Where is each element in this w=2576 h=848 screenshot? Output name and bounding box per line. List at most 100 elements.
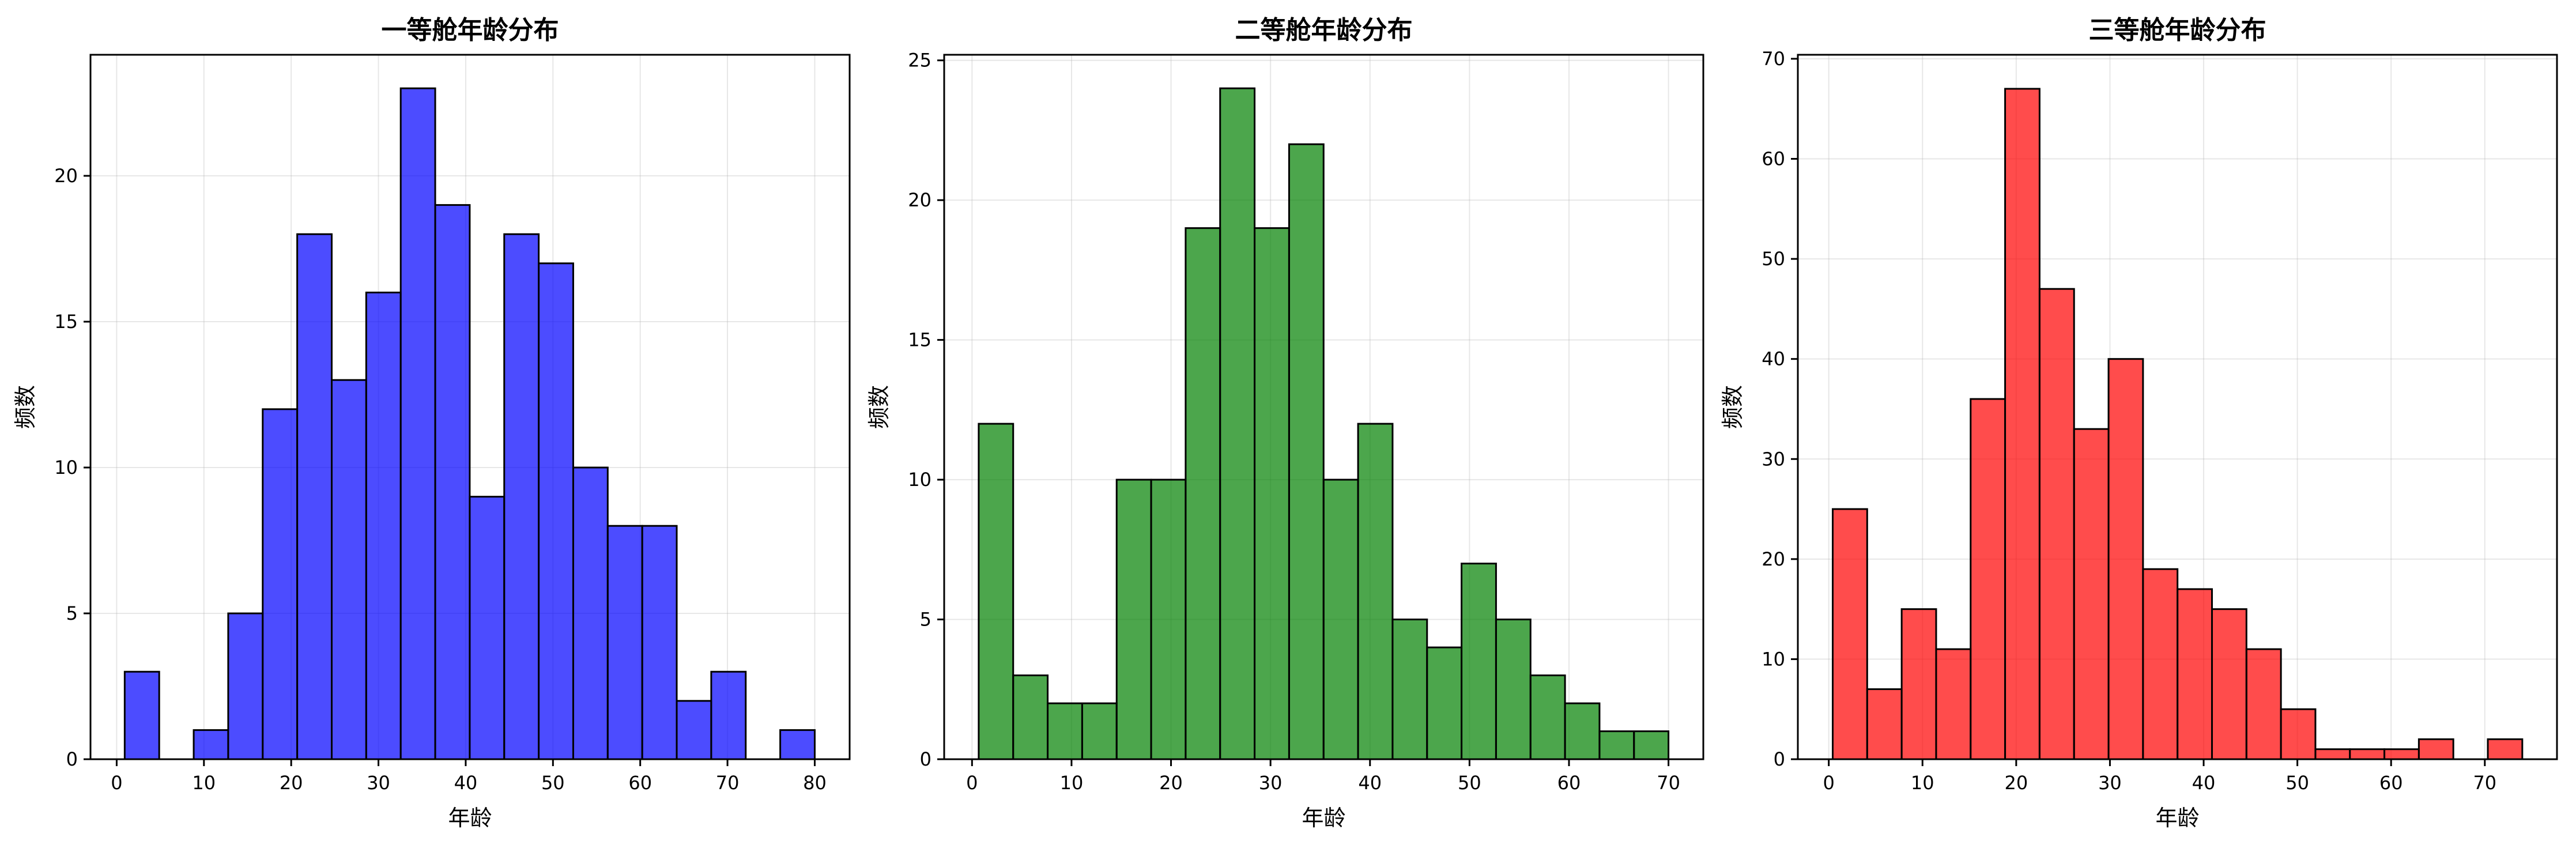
y-tick-label: 20 xyxy=(54,165,78,187)
histogram-bar xyxy=(1564,702,1601,760)
x-axis-label: 年龄 xyxy=(2155,805,2199,831)
x-tick-label: 60 xyxy=(628,772,652,794)
x-tick-label: 60 xyxy=(1557,772,1581,794)
x-tick-label: 40 xyxy=(2192,772,2216,794)
histogram-bar xyxy=(503,233,540,760)
histogram-bar xyxy=(330,379,367,760)
y-tick-label: 20 xyxy=(908,189,931,211)
histogram-bar xyxy=(1970,398,2007,760)
histogram-bar xyxy=(1081,702,1118,760)
histogram-bar xyxy=(1831,508,1868,760)
x-tick-label: 40 xyxy=(1358,772,1382,794)
x-tick-label: 10 xyxy=(192,772,216,794)
y-tick-label: 20 xyxy=(1762,548,1785,570)
histogram-bar xyxy=(434,204,471,760)
histogram-bar xyxy=(2314,748,2351,760)
histogram-bar xyxy=(1219,87,1256,760)
histogram-bar xyxy=(262,408,299,760)
x-tick-label: 20 xyxy=(280,772,303,794)
x-tick-label: 80 xyxy=(803,772,827,794)
histogram-bar xyxy=(2177,588,2213,760)
histogram-bar xyxy=(2107,358,2144,760)
histogram-bar xyxy=(1598,730,1635,760)
x-tick-label: 30 xyxy=(2098,772,2122,794)
x-tick-label: 0 xyxy=(1823,772,1834,794)
histogram-bar xyxy=(2349,748,2386,760)
histogram-bar xyxy=(1047,702,1083,760)
x-axis-label: 年龄 xyxy=(1302,805,1345,831)
axes-frame xyxy=(943,54,1704,760)
x-tick-label: 70 xyxy=(2473,772,2496,794)
x-tick-label: 50 xyxy=(541,772,565,794)
histogram-bar xyxy=(1254,227,1290,760)
histogram-bar xyxy=(1495,619,1532,760)
y-axis-label: 频数 xyxy=(866,385,892,429)
histogram-bar xyxy=(2073,428,2110,760)
histogram-bar xyxy=(572,466,609,760)
histogram-bar xyxy=(227,612,264,760)
histogram-bar xyxy=(1012,674,1049,760)
histogram-bar xyxy=(2417,738,2454,760)
chart-title: 二等舱年龄分布 xyxy=(1235,16,1413,45)
histogram-bar xyxy=(2245,648,2282,760)
histogram-bar xyxy=(2383,748,2420,760)
axes-frame xyxy=(1797,54,2558,760)
histogram-bar xyxy=(469,496,506,760)
histogram-bar xyxy=(1529,674,1566,760)
histogram-bar xyxy=(710,670,747,760)
x-axis-label: 年龄 xyxy=(448,805,492,831)
histogram-bar xyxy=(2038,288,2075,760)
chart-title: 一等舱年龄分布 xyxy=(382,16,559,45)
x-tick-label: 0 xyxy=(966,772,978,794)
y-tick-label: 0 xyxy=(920,748,931,770)
histogram-bar xyxy=(1461,563,1497,760)
histogram-bar xyxy=(193,729,229,760)
histogram-bar xyxy=(1115,478,1152,760)
histogram-bar xyxy=(296,233,333,760)
y-tick-label: 10 xyxy=(908,469,931,491)
x-tick-label: 50 xyxy=(1458,772,1481,794)
y-tick-label: 60 xyxy=(1762,148,1785,170)
x-tick-label: 70 xyxy=(1657,772,1680,794)
histogram-bar xyxy=(779,729,816,760)
x-tick-label: 30 xyxy=(1259,772,1283,794)
histogram-bar xyxy=(676,700,712,760)
histogram-bar xyxy=(1866,688,1903,760)
y-tick-label: 50 xyxy=(1762,248,1785,270)
x-tick-label: 0 xyxy=(111,772,122,794)
x-tick-label: 70 xyxy=(716,772,740,794)
y-tick-label: 25 xyxy=(908,50,931,71)
histogram-bar xyxy=(978,423,1014,760)
x-tick-label: 10 xyxy=(1060,772,1084,794)
y-tick-label: 0 xyxy=(1774,748,1785,770)
x-tick-label: 30 xyxy=(367,772,390,794)
x-tick-label: 60 xyxy=(2379,772,2403,794)
axes-frame xyxy=(89,54,851,760)
x-tick-label: 50 xyxy=(2285,772,2309,794)
histogram-bar xyxy=(1391,619,1428,760)
y-tick-label: 10 xyxy=(1762,648,1785,670)
histogram-bar xyxy=(2487,738,2524,760)
y-tick-label: 0 xyxy=(66,748,78,770)
histogram-bar xyxy=(1322,478,1359,760)
y-tick-label: 70 xyxy=(1762,48,1785,70)
y-axis-label: 频数 xyxy=(13,385,38,429)
histogram-bar xyxy=(1288,143,1325,760)
histogram-bar xyxy=(399,87,436,760)
histogram-bar xyxy=(1426,646,1463,760)
y-tick-label: 30 xyxy=(1762,448,1785,470)
y-tick-label: 5 xyxy=(920,609,931,631)
x-tick-label: 40 xyxy=(454,772,478,794)
chart-title: 三等舱年龄分布 xyxy=(2089,16,2266,45)
histogram-bar xyxy=(365,291,402,760)
y-tick-label: 15 xyxy=(54,311,78,333)
y-tick-label: 5 xyxy=(66,602,78,624)
histogram-bar xyxy=(2211,608,2247,760)
x-tick-label: 10 xyxy=(1911,772,1934,794)
histogram-bar xyxy=(2004,88,2041,760)
histogram-bar xyxy=(1900,608,1937,760)
